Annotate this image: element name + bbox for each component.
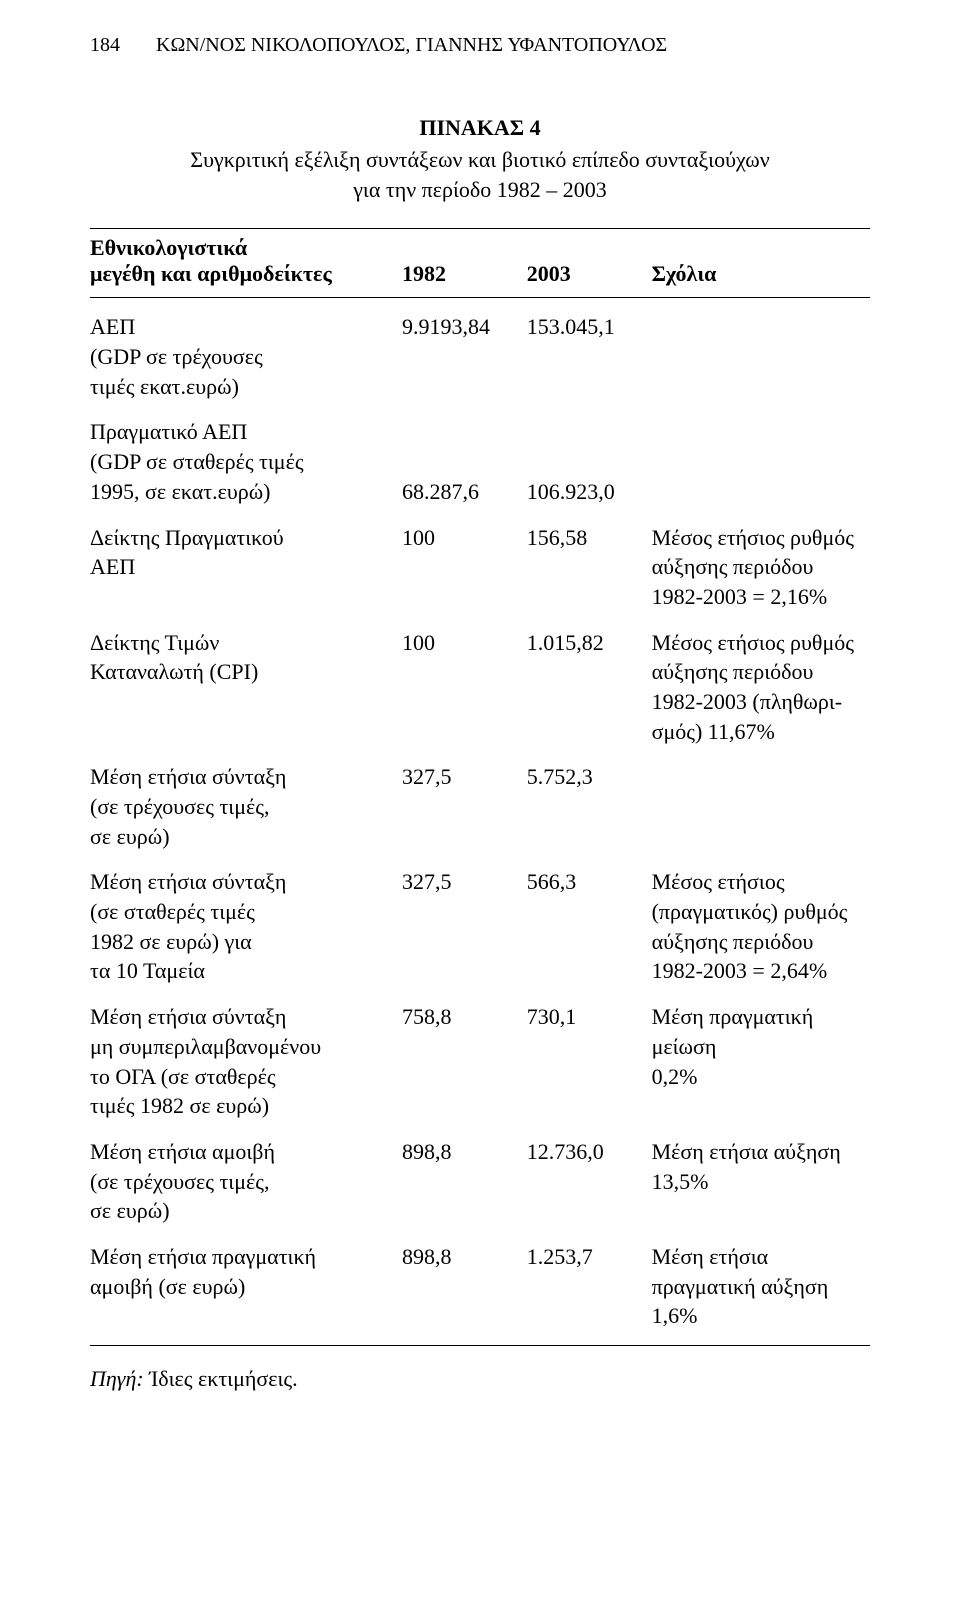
header-col1-line2: μεγέθη και αριθμοδείκτες — [90, 261, 396, 287]
row-label: Δείκτης ΤιμώνΚαταναλωτή (CPI) — [90, 614, 402, 749]
row-label: Μέση ετήσια πραγματικήαμοιβή (σε ευρώ) — [90, 1228, 402, 1346]
row-label: Μέση ετήσια σύνταξημη συμπεριλαμβανομένο… — [90, 988, 402, 1123]
table-body: ΑΕΠ(GDP σε τρέχουσεςτιμές εκατ.ευρώ)9.91… — [90, 298, 870, 1346]
row-value-2003: 730,1 — [527, 988, 652, 1123]
running-head: 184 ΚΩΝ/ΝΟΣ ΝΙΚΟΛΟΠΟΥΛΟΣ, ΓΙΑΝΝΗΣ ΥΦΑΝΤΟ… — [90, 34, 870, 57]
row-label: Μέση ετήσια αμοιβή(σε τρέχουσες τιμές,σε… — [90, 1123, 402, 1228]
table-caption-line2: για την περίοδο 1982 – 2003 — [353, 177, 607, 202]
row-comment: Μέση ετήσια αύξηση13,5% — [652, 1123, 870, 1228]
row-value-1982: 898,8 — [402, 1228, 527, 1346]
row-value-2003: 566,3 — [527, 853, 652, 988]
table-row: ΑΕΠ(GDP σε τρέχουσεςτιμές εκατ.ευρώ)9.91… — [90, 298, 870, 404]
row-value-2003: 156,58 — [527, 509, 652, 614]
header-col3: 2003 — [527, 229, 652, 298]
table-row: Μέση ετήσια σύνταξη(σε σταθερές τιμές198… — [90, 853, 870, 988]
row-value-2003: 106.923,0 — [527, 403, 652, 508]
table-row: Δείκτης ΠραγματικούΑΕΠ100156,58Μέσος ετή… — [90, 509, 870, 614]
row-value-2003: 12.736,0 — [527, 1123, 652, 1228]
row-comment — [652, 403, 870, 508]
table-row: Δείκτης ΤιμώνΚαταναλωτή (CPI)1001.015,82… — [90, 614, 870, 749]
header-col4: Σχόλια — [652, 229, 870, 298]
row-label: Πραγματικό ΑΕΠ(GDP σε σταθερές τιμές1995… — [90, 403, 402, 508]
running-head-text: ΚΩΝ/ΝΟΣ ΝΙΚΟΛΟΠΟΥΛΟΣ, ΓΙΑΝΝΗΣ ΥΦΑΝΤΟΠΟΥΛ… — [156, 34, 667, 57]
table-caption: Συγκριτική εξέλιξη συντάξεων και βιοτικό… — [90, 145, 870, 204]
row-value-1982: 327,5 — [402, 853, 527, 988]
source-text: Ίδιες εκτιμήσεις. — [144, 1366, 298, 1391]
row-value-1982: 68.287,6 — [402, 403, 527, 508]
row-value-1982: 758,8 — [402, 988, 527, 1123]
table-row: Μέση ετήσια σύνταξημη συμπεριλαμβανομένο… — [90, 988, 870, 1123]
row-comment: Μέσος ετήσιος ρυθμόςαύξησης περιόδου1982… — [652, 509, 870, 614]
header-col2: 1982 — [402, 229, 527, 298]
table-row: Μέση ετήσια πραγματικήαμοιβή (σε ευρώ)89… — [90, 1228, 870, 1346]
table-row: Πραγματικό ΑΕΠ(GDP σε σταθερές τιμές1995… — [90, 403, 870, 508]
row-comment: Μέσος ετήσιος ρυθμόςαύξησης περιόδου1982… — [652, 614, 870, 749]
table-caption-line1: Συγκριτική εξέλιξη συντάξεων και βιοτικό… — [190, 147, 769, 172]
table-row: Μέση ετήσια σύνταξη(σε τρέχουσες τιμές,σ… — [90, 748, 870, 853]
page-number: 184 — [90, 34, 120, 57]
row-value-2003: 153.045,1 — [527, 298, 652, 404]
row-value-1982: 898,8 — [402, 1123, 527, 1228]
table-label: ΠΙΝΑΚΑΣ 4 — [90, 115, 870, 141]
row-value-2003: 1.253,7 — [527, 1228, 652, 1346]
source-line: Πηγή: Ίδιες εκτιμήσεις. — [90, 1366, 870, 1392]
row-comment — [652, 298, 870, 404]
row-label: Δείκτης ΠραγματικούΑΕΠ — [90, 509, 402, 614]
row-label: Μέση ετήσια σύνταξη(σε τρέχουσες τιμές,σ… — [90, 748, 402, 853]
header-row: Εθνικολογιστικά μεγέθη και αριθμοδείκτες… — [90, 229, 870, 298]
table-row: Μέση ετήσια αμοιβή(σε τρέχουσες τιμές,σε… — [90, 1123, 870, 1228]
row-value-1982: 9.9193,84 — [402, 298, 527, 404]
row-comment: Μέση πραγματικήμείωση0,2% — [652, 988, 870, 1123]
row-comment: Μέση ετήσιαπραγματική αύξηση1,6% — [652, 1228, 870, 1346]
row-label: Μέση ετήσια σύνταξη(σε σταθερές τιμές198… — [90, 853, 402, 988]
source-label: Πηγή: — [90, 1366, 144, 1391]
row-value-1982: 327,5 — [402, 748, 527, 853]
row-value-1982: 100 — [402, 614, 527, 749]
row-label: ΑΕΠ(GDP σε τρέχουσεςτιμές εκατ.ευρώ) — [90, 298, 402, 404]
header-col1: Εθνικολογιστικά μεγέθη και αριθμοδείκτες — [90, 229, 402, 298]
row-comment — [652, 748, 870, 853]
row-comment: Μέσος ετήσιος(πραγματικός) ρυθμόςαύξησης… — [652, 853, 870, 988]
data-table: Εθνικολογιστικά μεγέθη και αριθμοδείκτες… — [90, 228, 870, 1346]
header-col1-line1: Εθνικολογιστικά — [90, 235, 396, 261]
row-value-1982: 100 — [402, 509, 527, 614]
row-value-2003: 5.752,3 — [527, 748, 652, 853]
page: 184 ΚΩΝ/ΝΟΣ ΝΙΚΟΛΟΠΟΥΛΟΣ, ΓΙΑΝΝΗΣ ΥΦΑΝΤΟ… — [0, 0, 960, 1610]
row-value-2003: 1.015,82 — [527, 614, 652, 749]
